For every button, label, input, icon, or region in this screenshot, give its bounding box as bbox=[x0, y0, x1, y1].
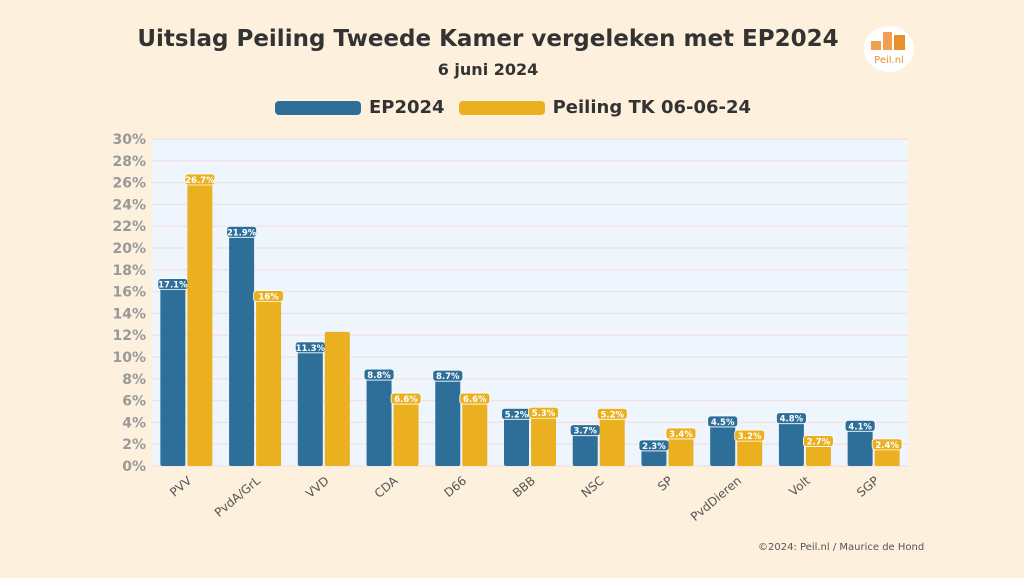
y-tick-label: 16% bbox=[112, 285, 146, 301]
y-tick-label: 18% bbox=[112, 263, 146, 279]
data-label: 2.7% bbox=[807, 438, 831, 448]
data-label: 3.4% bbox=[669, 430, 693, 440]
bar-ep2024 bbox=[778, 413, 804, 466]
data-label-bg bbox=[844, 419, 876, 432]
x-tick-label: BBB bbox=[510, 474, 538, 501]
y-tick-label: 6% bbox=[122, 394, 146, 410]
data-label-bg bbox=[459, 392, 491, 405]
bar-ep2024 bbox=[229, 227, 255, 466]
bar-ep2024 bbox=[160, 279, 186, 466]
credit: ©2024: Peil.nl / Maurice de Hond bbox=[758, 542, 925, 553]
data-label-bg bbox=[390, 392, 422, 405]
y-tick-label: 26% bbox=[112, 176, 146, 192]
y-tick-label: 30% bbox=[112, 132, 146, 148]
x-tick-label: CDA bbox=[372, 473, 401, 501]
bar-peiling bbox=[256, 291, 282, 466]
data-label: 4.8% bbox=[780, 415, 804, 425]
data-label: 6.6% bbox=[394, 395, 418, 405]
data-label: 4.1% bbox=[848, 422, 872, 432]
data-label: 4.5% bbox=[711, 418, 735, 428]
x-tick-label: PVV bbox=[167, 473, 195, 499]
data-label-bg bbox=[665, 427, 697, 440]
y-tick-label: 14% bbox=[112, 306, 146, 322]
data-label-bg bbox=[871, 438, 903, 451]
x-tick-label: PvdDieren bbox=[688, 474, 744, 524]
data-label-bg bbox=[528, 406, 559, 419]
data-label: 16% bbox=[258, 293, 279, 303]
data-label: 2.3% bbox=[642, 442, 666, 452]
y-tick-label: 4% bbox=[122, 415, 146, 431]
y-tick-label: 10% bbox=[112, 350, 146, 366]
y-tick-label: 28% bbox=[112, 154, 146, 170]
logo-bars-icon: Peil.nl bbox=[871, 32, 905, 66]
bar-ep2024 bbox=[435, 371, 461, 466]
data-label-bg bbox=[776, 412, 807, 425]
bar-peiling bbox=[393, 394, 419, 466]
x-tick-label: SGP bbox=[854, 474, 882, 500]
legend-swatch-peiling bbox=[458, 100, 545, 115]
y-tick-label: 20% bbox=[112, 241, 146, 257]
data-label: 2.4% bbox=[875, 441, 899, 451]
data-label: 3.2% bbox=[738, 432, 762, 442]
data-label: 5.2% bbox=[505, 410, 529, 420]
x-tick-label: Volt bbox=[786, 473, 813, 498]
y-tick-label: 2% bbox=[122, 437, 146, 453]
svg-text:Peil.nl: Peil.nl bbox=[874, 55, 904, 66]
data-label-bg bbox=[734, 429, 766, 442]
legend-label-ep2024: EP2024 bbox=[369, 97, 445, 118]
data-label: 3.7% bbox=[573, 427, 597, 437]
bar-ep2024 bbox=[297, 342, 323, 466]
y-tick-label: 8% bbox=[122, 372, 146, 388]
data-label: 26.7% bbox=[185, 176, 215, 186]
data-label: 5.2% bbox=[600, 410, 624, 420]
bar-ep2024 bbox=[366, 370, 392, 466]
bar-peiling bbox=[531, 408, 556, 466]
data-label-bg bbox=[226, 225, 257, 238]
bar-peiling bbox=[462, 394, 488, 466]
chart-subtitle: 6 juni 2024 bbox=[437, 60, 539, 79]
legend-swatch-ep2024 bbox=[275, 100, 361, 115]
peil-logo: Peil.nl bbox=[864, 26, 914, 72]
x-tick-label: NSC bbox=[579, 474, 607, 501]
bar-ep2024 bbox=[847, 421, 873, 466]
data-label: 6.6% bbox=[463, 395, 487, 405]
legend: EP2024 Peiling TK 06-06-24 bbox=[275, 97, 751, 118]
data-label: 8.7% bbox=[436, 372, 460, 382]
data-label-bg bbox=[432, 369, 464, 382]
y-tick-label: 24% bbox=[112, 197, 146, 213]
data-label-bg bbox=[363, 368, 395, 381]
data-label: 8.8% bbox=[367, 371, 391, 381]
data-label-bg bbox=[707, 415, 739, 428]
chart-title: Uitslag Peiling Tweede Kamer vergeleken … bbox=[137, 26, 839, 52]
x-tick-label: D66 bbox=[441, 474, 469, 500]
data-label: 11.3% bbox=[296, 344, 326, 354]
data-label: 17.1% bbox=[158, 281, 188, 291]
y-tick-label: 0% bbox=[122, 459, 146, 475]
y-tick-label: 12% bbox=[112, 328, 146, 344]
legend-label-peiling: Peiling TK 06-06-24 bbox=[552, 97, 752, 118]
data-label-bg bbox=[803, 435, 834, 447]
bar-peiling bbox=[324, 331, 350, 466]
data-label-bg bbox=[253, 290, 284, 303]
bar-ep2024 bbox=[710, 416, 736, 466]
y-tick-label: 22% bbox=[112, 219, 146, 235]
bar-peiling bbox=[187, 174, 213, 466]
x-tick-label: PvdA/GrL bbox=[212, 473, 263, 519]
x-tick-label: VVD bbox=[303, 474, 332, 501]
data-label-bg bbox=[184, 173, 216, 186]
data-label: 5.3% bbox=[532, 409, 556, 419]
bar-ep2024 bbox=[504, 409, 529, 466]
x-tick-label: SP bbox=[655, 474, 675, 494]
data-label-bg bbox=[596, 407, 628, 420]
data-label: 21.9% bbox=[227, 228, 257, 238]
bar-peiling bbox=[599, 409, 625, 466]
